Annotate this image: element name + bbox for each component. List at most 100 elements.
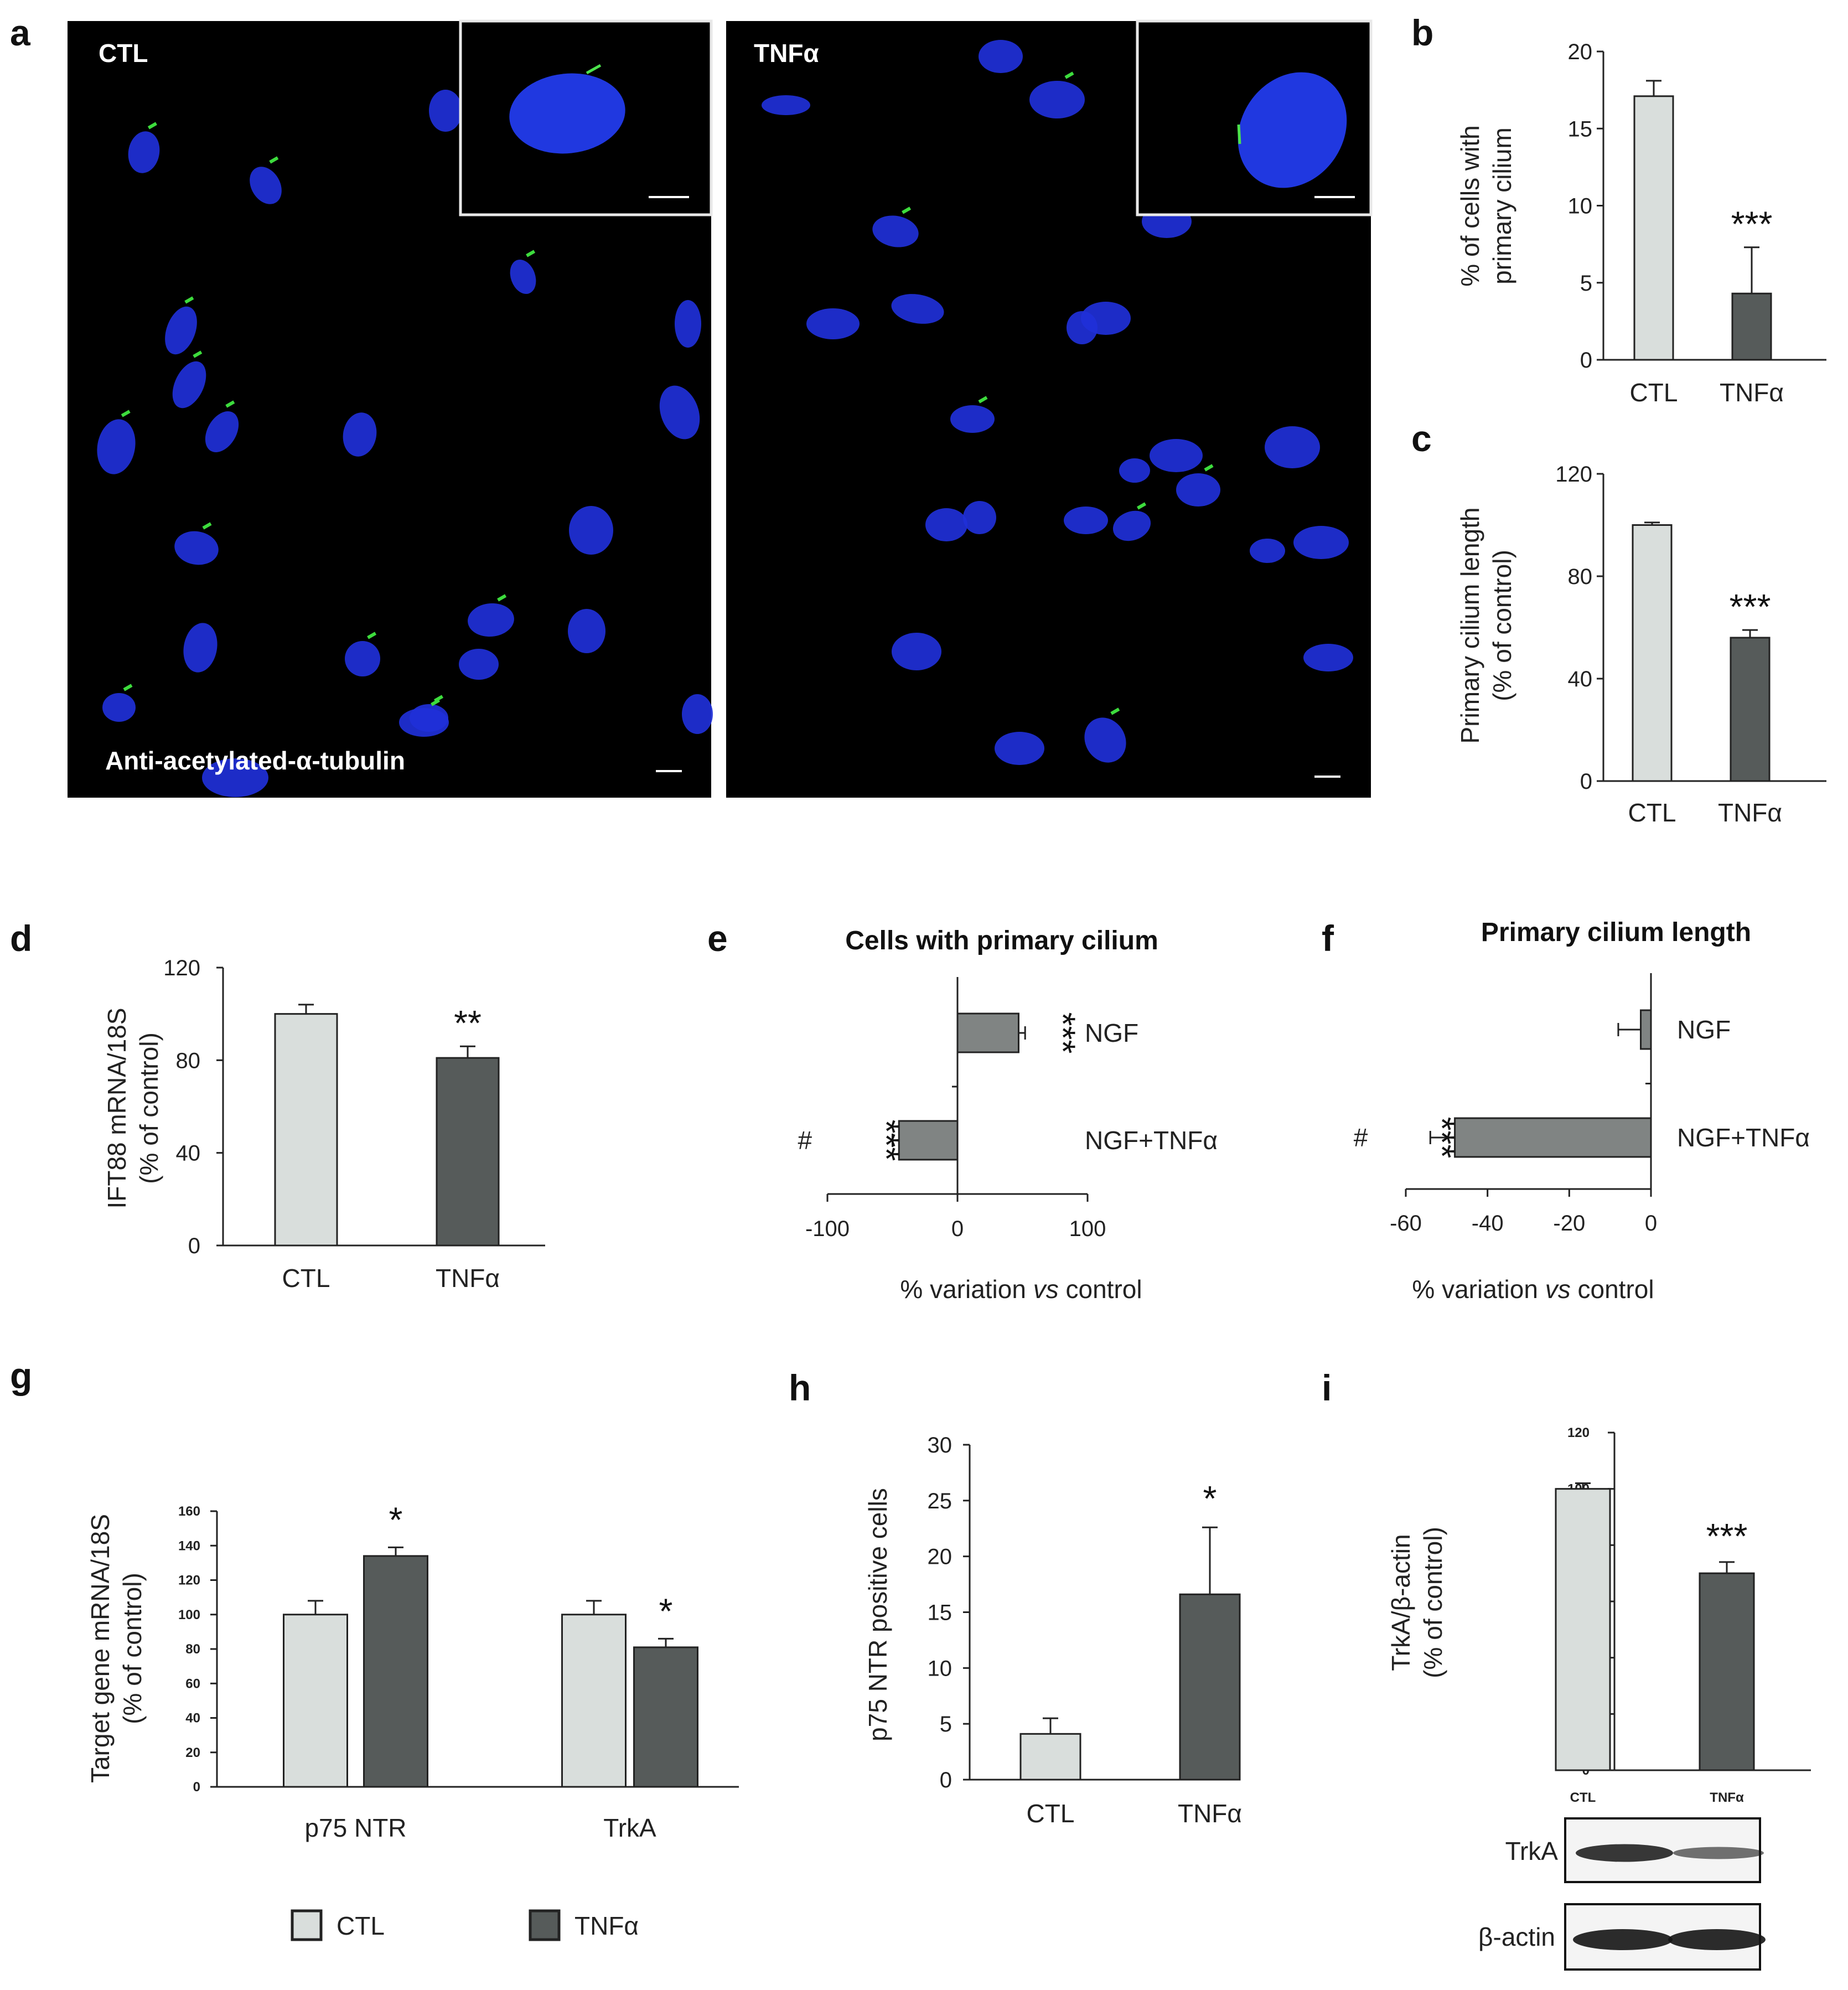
category-label: NGF+TNFα <box>1677 1123 1810 1152</box>
y-tick-label: 100 <box>178 1607 200 1622</box>
chart-i: i020406080100120TrkA/β-actin(% of contro… <box>1322 1367 1811 1805</box>
significance-marker: *** <box>1731 204 1773 244</box>
y-tick-label: 120 <box>1567 1425 1590 1440</box>
bar-e-1 <box>898 1120 959 1161</box>
category-label: TNFα <box>1720 378 1784 407</box>
y-axis-title: IFT88 mRNA/18S (% of control) <box>102 1008 163 1209</box>
legend: CTL TNFα <box>291 1909 639 1941</box>
significance-marker: *** <box>1706 1516 1748 1556</box>
x-axis-title-part: % variation <box>1412 1275 1545 1304</box>
y-tick-label: 120 <box>178 1573 200 1588</box>
chart-f: f Primary cilium length -60 -40 -20 0 NGF NGF+T… <box>1322 918 1810 1304</box>
significance-marker: *** <box>1043 1012 1083 1054</box>
category-label: p75 NTR <box>304 1813 406 1842</box>
micrograph-ctl-cells <box>97 90 713 797</box>
bar-f-0 <box>1640 1009 1652 1050</box>
hash-marker: # <box>798 1126 812 1155</box>
nucleus <box>1176 473 1220 506</box>
panel-letter-a: a <box>10 12 31 53</box>
nucleus <box>569 506 613 555</box>
cilium <box>121 410 131 417</box>
nucleus <box>1084 717 1126 763</box>
nucleus <box>1067 311 1098 344</box>
panel-letter-i: i <box>1322 1367 1332 1408</box>
nucleus <box>1112 510 1151 541</box>
y-axis-title-line: IFT88 mRNA/18S <box>102 1008 131 1209</box>
micrograph-tnf-label: TNFα <box>754 39 819 68</box>
significance-marker: * <box>1203 1479 1217 1518</box>
nucleus <box>659 385 700 440</box>
y-tick-label: 0 <box>1580 769 1592 794</box>
legend-label-0: CTL <box>337 1911 385 1940</box>
panel-letter-d: d <box>10 918 32 959</box>
nucleus <box>682 694 713 734</box>
category-label: TNFα <box>436 1264 500 1293</box>
bar-e-0 <box>956 1012 1019 1053</box>
y-tick-label: 80 <box>185 1642 200 1657</box>
nucleus <box>202 758 268 797</box>
x-tick-label: -40 <box>1472 1211 1504 1236</box>
category-label: NGF+TNFα <box>1085 1126 1218 1155</box>
inset-nucleus <box>1238 72 1347 188</box>
panel-a: a CTL Anti-acetylated-α-tubulin TNFα <box>10 12 1373 798</box>
nucleus <box>995 732 1044 765</box>
stain-label: Anti-acetylated-α-tubulin <box>105 746 405 775</box>
significance-marker: ** <box>454 1003 482 1043</box>
cilium <box>1204 464 1214 472</box>
significance-marker: * <box>389 1500 403 1539</box>
micrograph-ctl-label: CTL <box>99 39 148 68</box>
cilium <box>431 699 440 706</box>
bar-g-1-0 <box>561 1614 627 1788</box>
nucleus <box>950 405 995 433</box>
y-axis-title: p75 NTR positive cells <box>863 1488 892 1741</box>
nucleus <box>891 294 944 324</box>
x-axis-title: % variation vs control <box>1412 1275 1654 1304</box>
x-tick-label: 0 <box>1645 1211 1657 1236</box>
legend-label-1: TNFα <box>574 1911 639 1940</box>
nucleus <box>510 260 536 294</box>
panel-letter-f: f <box>1322 918 1334 959</box>
y-axis-title-line: Primary cilium length <box>1456 508 1484 744</box>
y-tick-label: 120 <box>1555 462 1592 487</box>
x-axis-title: % variation vs control <box>900 1275 1142 1304</box>
y-tick-label: 25 <box>928 1489 953 1513</box>
blot-band <box>1673 1847 1764 1859</box>
chart-title: Primary cilium length <box>1481 918 1751 947</box>
inset-nucleus <box>509 73 625 154</box>
western-blot: TrkA β-actin <box>1478 1817 1766 1971</box>
cilium <box>1137 502 1146 510</box>
panel-letter-b: b <box>1411 12 1433 53</box>
cilium <box>225 400 235 408</box>
nucleus <box>183 623 218 673</box>
nucleus <box>172 361 206 409</box>
significance-marker: * <box>659 1591 673 1631</box>
y-tick-label: 20 <box>1568 40 1593 64</box>
category-label: TNFα <box>1710 1790 1744 1805</box>
bar-g-1-1 <box>633 1646 698 1788</box>
y-axis-title: TrkA/β-actin (% of control) <box>1386 1527 1447 1678</box>
hash-marker: # <box>1354 1123 1368 1152</box>
nucleus <box>174 531 219 565</box>
x-axis-title-part: control <box>1571 1275 1654 1304</box>
category-label: NGF <box>1085 1019 1138 1047</box>
nucleus <box>205 411 239 452</box>
y-axis-title-line: p75 NTR positive cells <box>863 1488 892 1741</box>
category-label: TNFα <box>1178 1799 1242 1828</box>
chart-c: c 0 40 80 120 Primary cilium length (% of cont… <box>1411 418 1826 827</box>
panel-letter-h: h <box>789 1367 811 1408</box>
y-tick-label: 40 <box>185 1711 200 1726</box>
y-tick-label: 120 <box>163 956 200 980</box>
panel-letter-g: g <box>10 1355 32 1396</box>
nucleus <box>979 40 1023 73</box>
significance-marker: *** <box>1730 587 1771 627</box>
nucleus <box>345 641 380 676</box>
x-tick-label: -100 <box>805 1217 850 1241</box>
y-axis-title-line: (% of control) <box>118 1573 147 1724</box>
blot-band <box>1668 1929 1766 1950</box>
micrograph-tnf-cells <box>762 40 1353 765</box>
y-axis-title-line: (% of control) <box>1419 1527 1447 1678</box>
y-axis-title: Primary cilium length (% of control) <box>1456 508 1516 744</box>
category-label: NGF <box>1677 1015 1731 1044</box>
y-tick-label: 0 <box>940 1768 952 1792</box>
cilium <box>147 122 157 130</box>
